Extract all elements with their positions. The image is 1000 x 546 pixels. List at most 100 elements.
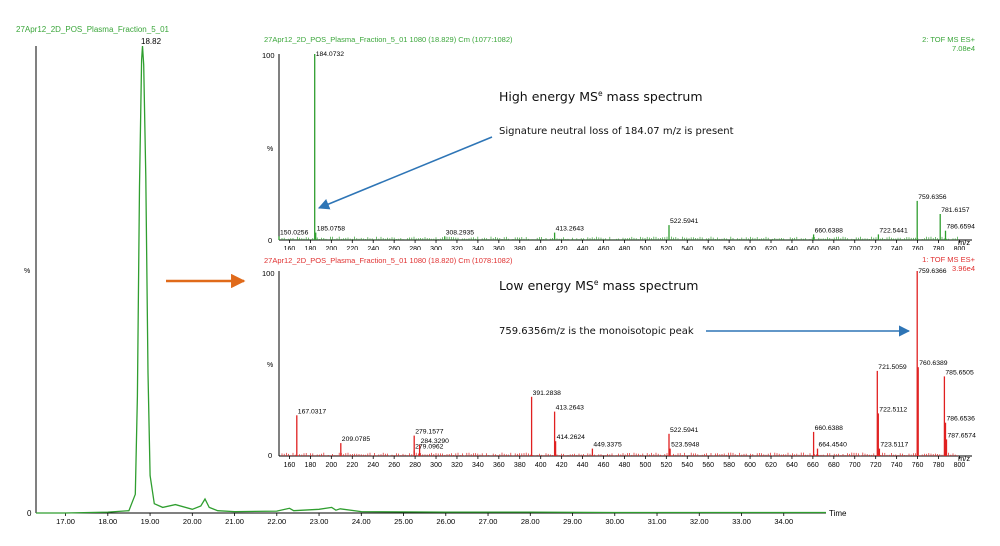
high_spectrum-peak-label: 150.0256 — [280, 229, 309, 236]
high_spectrum-x-tick-label: 440 — [577, 246, 589, 253]
chromatogram-x-tick-label: 17.00 — [56, 517, 75, 526]
low_spectrum-peak-label: 391.2838 — [533, 390, 562, 397]
high_spectrum-x-tick-label: 360 — [493, 246, 505, 253]
chromatogram-x-tick-label: 33.00 — [732, 517, 751, 526]
low_spectrum-x-tick-label: 600 — [744, 462, 756, 469]
high-spectrum-title-sup: e — [598, 89, 603, 98]
high_spectrum-x-tick-label: 400 — [535, 246, 547, 253]
low_spectrum-peak-label: 279.1577 — [415, 429, 444, 436]
low_spectrum-x-tick-label: 480 — [619, 462, 631, 469]
low_spectrum-x-tick-label: 780 — [933, 462, 945, 469]
low_spectrum-x-tick-label: 200 — [325, 462, 337, 469]
low-spectrum-x-ticks: 160 180 200 220 240 260 280 300 320 340 360 380 400 4… — [284, 456, 966, 469]
low-spectrum-title-tail: mass spectrum — [598, 278, 698, 293]
high_spectrum-x-tick-label: 800 — [954, 246, 966, 253]
chromatogram-x-tick-label: 19.00 — [141, 517, 160, 526]
low_spectrum-x-tick-label: 740 — [891, 462, 903, 469]
high_spectrum-x-tick-label: 160 — [284, 246, 296, 253]
low-spectrum-y-top: 100 — [262, 269, 275, 278]
low_spectrum-peak-label: 660.6388 — [815, 425, 844, 432]
chromatogram-x-tick-label: 22.00 — [267, 517, 286, 526]
high-spectrum-peak-labels: 184.0732 150.0256 185.0758 308.2935 413.2643… — [280, 51, 975, 236]
high_spectrum-peak-label: 786.6594 — [947, 224, 976, 231]
low_spectrum-peak-label: 786.6536 — [947, 416, 976, 423]
chromatogram-x-tick-label: 27.00 — [479, 517, 498, 526]
low_spectrum-x-tick-label: 460 — [598, 462, 610, 469]
low_spectrum-peak-label: 721.5059 — [878, 364, 907, 371]
low-spectrum-baseline-noise — [281, 452, 958, 456]
low_spectrum-peak-label: 284.3290 — [421, 438, 450, 445]
high_spectrum-x-tick-label: 240 — [367, 246, 379, 253]
low_spectrum-peak-label: 279.0962 — [415, 443, 444, 450]
high_spectrum-x-tick-label: 500 — [640, 246, 652, 253]
low_spectrum-peak-label: 759.6366 — [918, 268, 947, 275]
low_spectrum-x-tick-label: 760 — [912, 462, 924, 469]
high-spectrum-x-unit: m/z — [958, 238, 970, 247]
low_spectrum-peak-label: 413.2643 — [556, 405, 585, 412]
low_spectrum-x-tick-label: 180 — [305, 462, 317, 469]
low-spectrum-peak-labels: 759.6366 760.6389 785.6505 721.5059 722.5112… — [298, 268, 976, 450]
low_spectrum-x-tick-label: 620 — [765, 462, 777, 469]
low-spectrum-right-header-2: 3.96e4 — [952, 264, 975, 273]
high_spectrum-x-tick-label: 580 — [723, 246, 735, 253]
low_spectrum-peak-label: 522.5941 — [670, 427, 699, 434]
low_spectrum-x-tick-label: 300 — [430, 462, 442, 469]
chromatogram-y-zero: 0 — [27, 509, 32, 518]
high_spectrum-peak-label: 184.0732 — [316, 51, 345, 58]
chromatogram-x-tick-label: 18.00 — [98, 517, 117, 526]
high_spectrum-x-tick-label: 480 — [619, 246, 631, 253]
chromatogram-trace — [36, 45, 826, 514]
high_spectrum-peak-label: 522.5941 — [670, 218, 699, 225]
low_spectrum-x-tick-label: 340 — [472, 462, 484, 469]
chromatogram-x-tick-label: 24.00 — [352, 517, 371, 526]
low_spectrum-x-tick-label: 380 — [514, 462, 526, 469]
high_spectrum-x-tick-label: 520 — [660, 246, 672, 253]
high-spectrum-y-zero: 0 — [268, 236, 272, 245]
high_spectrum-x-tick-label: 300 — [430, 246, 442, 253]
low_spectrum-peak-label: 664.4540 — [819, 442, 848, 449]
low-spectrum-annotation: 759.6356m/z is the monoisotopic peak — [499, 326, 694, 337]
high_spectrum-x-tick-label: 540 — [681, 246, 693, 253]
high_spectrum-x-tick-label: 220 — [346, 246, 358, 253]
chromatogram-x-tick-label: 26.00 — [436, 517, 455, 526]
low-spectrum-right-header-1: 1: TOF MS ES+ — [922, 255, 975, 264]
high_spectrum-x-tick-label: 180 — [305, 246, 317, 253]
high_spectrum-peak-label: 185.0758 — [317, 226, 346, 233]
low_spectrum-x-tick-label: 660 — [807, 462, 819, 469]
chromatogram-y-percent: % — [24, 268, 30, 275]
low-spectrum-header: 27Apr12_2D_POS_Plasma_Fraction_5_01 1080… — [264, 256, 513, 265]
chromatogram-peak-label: 18.82 — [141, 37, 162, 46]
high-spectrum-header: 27Apr12_2D_POS_Plasma_Fraction_5_01 1080… — [264, 35, 513, 44]
high_spectrum-peak-label: 308.2935 — [446, 229, 475, 236]
chromatogram-x-tick-label: 31.00 — [648, 517, 667, 526]
low_spectrum-peak-label: 209.0785 — [342, 436, 371, 443]
low-spectrum-panel — [258, 250, 980, 462]
low_spectrum-peak-label: 722.5112 — [879, 406, 907, 413]
high_spectrum-x-tick-label: 740 — [891, 246, 903, 253]
chromatogram-x-tick-label: 23.00 — [310, 517, 329, 526]
chromatogram-x-tick-label: 25.00 — [394, 517, 413, 526]
low_spectrum-x-tick-label: 500 — [640, 462, 652, 469]
low_spectrum-x-tick-label: 560 — [702, 462, 714, 469]
high_spectrum-peak-label: 722.5441 — [879, 227, 908, 234]
high_spectrum-x-tick-label: 200 — [325, 246, 337, 253]
chromatogram-x-tick-label: 21.00 — [225, 517, 244, 526]
chromatogram-header: 27Apr12_2D_POS_Plasma_Fraction_5_01 — [16, 25, 170, 34]
high_spectrum-x-tick-label: 700 — [849, 246, 861, 253]
low-spectrum-y-mid: % — [267, 362, 273, 369]
low_spectrum-x-tick-label: 800 — [954, 462, 966, 469]
low_spectrum-x-tick-label: 320 — [451, 462, 463, 469]
high-spectrum-peaks — [278, 54, 947, 240]
low_spectrum-x-tick-label: 240 — [367, 462, 379, 469]
high_spectrum-x-tick-label: 660 — [807, 246, 819, 253]
chromatogram-x-tick-label: 30.00 — [605, 517, 624, 526]
low_spectrum-x-tick-label: 640 — [786, 462, 798, 469]
high-spectrum-panel — [258, 34, 980, 248]
chromatogram-x-ticks: 17.00 18.00 19.00 20.00 21.00 22.00 23.00 24.00… — [56, 513, 793, 526]
low-spectrum-y-zero: 0 — [268, 451, 272, 460]
high-spectrum-title-main: High energy MS — [499, 89, 598, 104]
low_spectrum-x-tick-label: 700 — [849, 462, 861, 469]
high_spectrum-x-tick-label: 340 — [472, 246, 484, 253]
low_spectrum-x-tick-label: 440 — [577, 462, 589, 469]
high_spectrum-x-tick-label: 780 — [933, 246, 945, 253]
